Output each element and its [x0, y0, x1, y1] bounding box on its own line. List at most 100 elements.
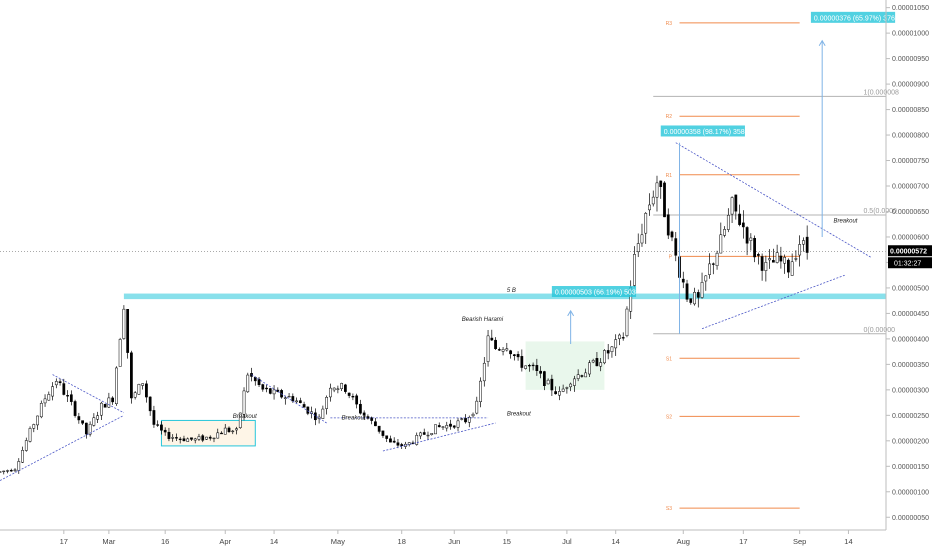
y-tick-label: 0.00000400	[892, 336, 929, 343]
candle-body	[426, 434, 430, 437]
fib-level-label: 0(0.00000	[863, 327, 895, 334]
pivot-level-label: R1	[666, 173, 673, 179]
candle-body	[302, 404, 306, 408]
candle-body	[625, 308, 629, 336]
candle-body	[223, 427, 227, 435]
x-tick-label: 18	[398, 537, 406, 546]
candle-body	[790, 261, 794, 276]
candle-body	[497, 349, 501, 351]
candle-body	[336, 388, 340, 390]
candle-body	[434, 424, 437, 435]
candle-body	[719, 234, 723, 254]
y-tick-label: 0.00000650	[892, 209, 929, 216]
candle-body	[62, 383, 66, 395]
triangle-bottom	[701, 274, 845, 330]
candle-body	[591, 360, 595, 363]
candle-body	[595, 358, 599, 367]
candle-body	[685, 283, 689, 300]
candle-body	[306, 406, 310, 414]
candle-body	[392, 440, 396, 443]
candle-body	[220, 432, 223, 435]
measure-tag-label: 0.00000503 (66.19%) 503	[555, 290, 636, 297]
candle-body	[610, 346, 614, 353]
fib-level-label: 1(0.000008	[863, 89, 899, 96]
support-1	[0, 414, 125, 481]
annotation-label: Breakout	[233, 414, 257, 420]
candle-body	[6, 470, 9, 472]
fib-level-label: 0.5(0.0000	[863, 208, 897, 215]
candle-body	[550, 378, 554, 391]
x-axis[interactable]: 17 Mar 16 Apr 14 May 18 Jun 15 Jul 14 Aug 17 Sep 14	[0, 529, 886, 546]
candle-body	[96, 415, 99, 420]
y-tick-label: 0.00000150	[892, 464, 929, 471]
candle-body	[156, 424, 160, 426]
candle-body	[561, 388, 565, 392]
candle-body	[633, 254, 636, 286]
candle-body	[272, 389, 276, 395]
candle-body	[445, 425, 449, 429]
candle-body	[107, 397, 111, 408]
candle-body	[283, 397, 287, 399]
candle-body	[231, 430, 235, 433]
candle-body	[77, 416, 81, 421]
candle-body	[295, 400, 298, 403]
candle-body	[756, 254, 760, 256]
candle-body	[111, 397, 115, 403]
candle-body	[726, 214, 730, 230]
candle-body	[520, 356, 524, 368]
candle-body	[494, 339, 497, 350]
candle-body	[190, 437, 193, 440]
trendlines	[0, 142, 872, 481]
candle-body	[779, 255, 783, 262]
candle-body	[235, 428, 238, 431]
candle-body	[696, 292, 700, 298]
candle-body	[651, 196, 655, 205]
x-tick-label: Apr	[219, 537, 231, 546]
candle-body	[573, 378, 576, 386]
candle-body	[178, 438, 182, 441]
candle-body	[332, 387, 336, 391]
candle-body	[167, 431, 171, 439]
candle-body	[805, 236, 809, 253]
candle-body	[482, 362, 486, 382]
y-tick-label: 0.00000300	[892, 387, 929, 394]
x-tick-label: Mar	[102, 537, 115, 546]
candle-body	[32, 424, 36, 429]
pivot-level-label: S3	[666, 506, 672, 512]
y-tick-label: 0.00000350	[892, 362, 929, 369]
candle-body	[238, 412, 242, 428]
candle-body	[54, 381, 58, 386]
candle-body	[516, 354, 520, 358]
candle-body	[618, 334, 621, 339]
candle-body	[362, 412, 366, 416]
candle-body	[148, 396, 152, 412]
candle-body	[73, 401, 77, 416]
x-tick-label: 14	[270, 537, 278, 546]
y-axis[interactable]: 0.00000050 0.00000100 0.00000150 0.00000200…	[885, 0, 932, 530]
candle-body	[208, 436, 212, 439]
candle-body	[160, 424, 163, 431]
candle-body	[193, 438, 197, 441]
current-price-tag	[888, 245, 932, 257]
candle-body	[760, 256, 764, 271]
resistance-2	[251, 374, 327, 424]
candle-body	[490, 337, 494, 341]
x-tick-label: 16	[161, 537, 169, 546]
candle-body	[576, 374, 580, 379]
candle-body	[771, 260, 775, 263]
y-tick-label: 0.00000600	[892, 234, 929, 241]
candle-body	[674, 238, 678, 256]
candle-body	[321, 408, 325, 419]
candle-body	[636, 243, 640, 253]
candle-body	[734, 194, 738, 212]
y-tick-label: 0.00001050	[892, 5, 929, 12]
y-tick-label: 0.00000500	[892, 285, 929, 292]
candle-body	[28, 428, 32, 442]
candle-body	[43, 398, 47, 404]
x-tick-label: 17	[739, 537, 747, 546]
candle-body	[201, 435, 205, 441]
annotation-label: Bearish Harami	[462, 317, 504, 323]
x-tick-label: 15	[503, 537, 511, 546]
candle-body	[276, 389, 280, 392]
